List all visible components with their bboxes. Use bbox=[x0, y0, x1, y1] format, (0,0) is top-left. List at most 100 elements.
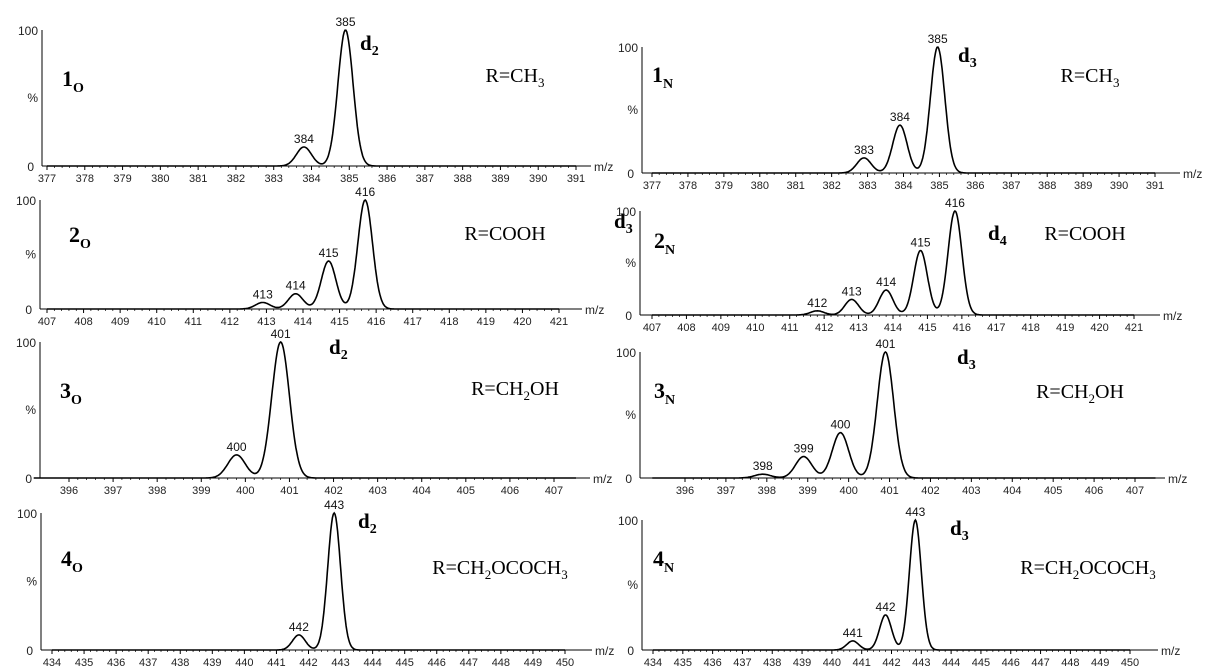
peak-label: 413 bbox=[253, 287, 273, 301]
compound-label: 2O bbox=[69, 222, 91, 252]
r-group-text: OCOCH bbox=[491, 557, 561, 579]
y-label-0: 0 bbox=[627, 644, 634, 658]
peak-label: 412 bbox=[807, 296, 827, 310]
x-tick-label: 441 bbox=[267, 657, 285, 666]
y-label-0: 0 bbox=[26, 644, 33, 658]
deuterium-label: d4 bbox=[988, 221, 1007, 249]
x-tick-label: 420 bbox=[513, 316, 531, 328]
x-tick-label: 437 bbox=[733, 657, 751, 666]
x-tick-label: 418 bbox=[440, 316, 458, 328]
compound-number: 2 bbox=[69, 222, 80, 247]
x-tick-label: 398 bbox=[148, 485, 166, 497]
peak-label: 443 bbox=[905, 505, 925, 519]
y-label-100: 100 bbox=[618, 514, 638, 528]
deuterium-count: 2 bbox=[372, 44, 379, 59]
x-tick-label: 383 bbox=[265, 173, 283, 185]
peak-label: 416 bbox=[355, 185, 375, 199]
spectrum-trace bbox=[47, 29, 576, 167]
x-tick-label: 400 bbox=[236, 485, 254, 497]
x-tick-label: 414 bbox=[884, 322, 902, 334]
peak-label: 415 bbox=[319, 246, 339, 260]
y-label-0: 0 bbox=[627, 167, 634, 181]
x-tick-label: 447 bbox=[460, 657, 478, 666]
peak-label: 383 bbox=[854, 143, 874, 157]
x-tick-label: 387 bbox=[1002, 180, 1020, 192]
x-tick-label: 442 bbox=[299, 657, 317, 666]
x-tick-label: 389 bbox=[491, 173, 509, 185]
compound-number: 1 bbox=[62, 66, 73, 91]
x-tick-label: 449 bbox=[524, 657, 542, 666]
spectrum-trace bbox=[33, 340, 576, 479]
compound-label: 1O bbox=[62, 66, 84, 96]
x-tick-label: 440 bbox=[235, 657, 253, 666]
compound-label: 1N bbox=[652, 62, 673, 92]
deuterium-letter: d bbox=[360, 31, 372, 55]
peak-label: 401 bbox=[875, 337, 895, 351]
x-tick-label: 378 bbox=[76, 173, 94, 185]
x-tick-label: 397 bbox=[717, 485, 735, 497]
x-tick-label: 407 bbox=[1126, 485, 1144, 497]
x-tick-label: 417 bbox=[404, 316, 422, 328]
x-tick-label: 411 bbox=[781, 322, 799, 334]
peak-label: 400 bbox=[227, 440, 247, 454]
r-group-text: R=CH bbox=[1020, 557, 1072, 579]
y-label-100: 100 bbox=[616, 205, 636, 219]
peak-label: 443 bbox=[324, 498, 344, 512]
x-tick-label: 402 bbox=[324, 485, 342, 497]
x-tick-label: 445 bbox=[972, 657, 990, 666]
x-tick-label: 377 bbox=[643, 180, 661, 192]
x-tick-label: 379 bbox=[715, 180, 733, 192]
r-group-text: R=COOH bbox=[464, 223, 545, 245]
y-label-0: 0 bbox=[625, 309, 632, 323]
peak-label: 384 bbox=[890, 110, 910, 124]
x-tick-label: 386 bbox=[378, 173, 396, 185]
x-tick-label: 412 bbox=[221, 316, 239, 328]
deuterium-label: d2 bbox=[329, 335, 348, 363]
deuterium-label: d2 bbox=[360, 31, 379, 59]
x-tick-label: 435 bbox=[75, 657, 93, 666]
deuterium-letter: d bbox=[988, 221, 1000, 245]
y-label-0: 0 bbox=[25, 472, 32, 486]
x-tick-label: 410 bbox=[148, 316, 166, 328]
x-tick-label: 446 bbox=[1002, 657, 1020, 666]
y-label-100: 100 bbox=[618, 41, 638, 55]
x-tick-label: 439 bbox=[793, 657, 811, 666]
r-group-text: R=CH bbox=[486, 65, 538, 87]
r-group-subscript: 3 bbox=[561, 567, 568, 582]
x-tick-label: 450 bbox=[556, 657, 574, 666]
deuterium-label: d2 bbox=[358, 509, 377, 537]
x-tick-label: 397 bbox=[104, 485, 122, 497]
x-tick-label: 408 bbox=[74, 316, 92, 328]
x-tick-label: 399 bbox=[799, 485, 817, 497]
compound-number: 4 bbox=[61, 546, 72, 571]
x-tick-label: 402 bbox=[921, 485, 939, 497]
y-label-100: 100 bbox=[16, 194, 36, 208]
x-tick-label: 450 bbox=[1121, 657, 1139, 666]
compound-subscript: N bbox=[663, 77, 673, 92]
x-unit-label: m/z bbox=[1183, 167, 1202, 181]
r-group-text: R=CH bbox=[471, 378, 523, 400]
compound-subscript: O bbox=[73, 81, 84, 96]
x-tick-label: 439 bbox=[203, 657, 221, 666]
peak-label: 414 bbox=[876, 275, 896, 289]
x-tick-label: 415 bbox=[918, 322, 936, 334]
x-tick-label: 400 bbox=[839, 485, 857, 497]
compound-subscript: O bbox=[80, 237, 91, 252]
y-label-100: 100 bbox=[18, 24, 38, 38]
x-tick-label: 447 bbox=[1031, 657, 1049, 666]
peak-label: 416 bbox=[945, 196, 965, 210]
deuterium-label: d3 bbox=[614, 209, 633, 237]
x-tick-label: 438 bbox=[763, 657, 781, 666]
r-group-subscript: 2 bbox=[1073, 567, 1080, 582]
x-tick-label: 382 bbox=[822, 180, 840, 192]
spectrum-panel-4: 100% 0 407 408 409 410 411 412 413 414 415 416 417 41… bbox=[616, 196, 1182, 334]
y-label-100: 100 bbox=[16, 336, 36, 350]
compound-label: 4O bbox=[61, 546, 83, 576]
x-tick-label: 390 bbox=[529, 173, 547, 185]
compound-subscript: O bbox=[72, 561, 83, 576]
r-group-text: OH bbox=[1095, 381, 1124, 403]
x-unit-label: m/z bbox=[594, 160, 613, 174]
x-tick-label: 409 bbox=[712, 322, 730, 334]
x-tick-label: 407 bbox=[38, 316, 56, 328]
